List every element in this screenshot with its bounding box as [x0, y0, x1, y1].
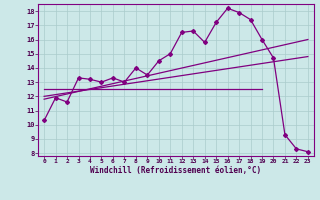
- X-axis label: Windchill (Refroidissement éolien,°C): Windchill (Refroidissement éolien,°C): [91, 166, 261, 175]
